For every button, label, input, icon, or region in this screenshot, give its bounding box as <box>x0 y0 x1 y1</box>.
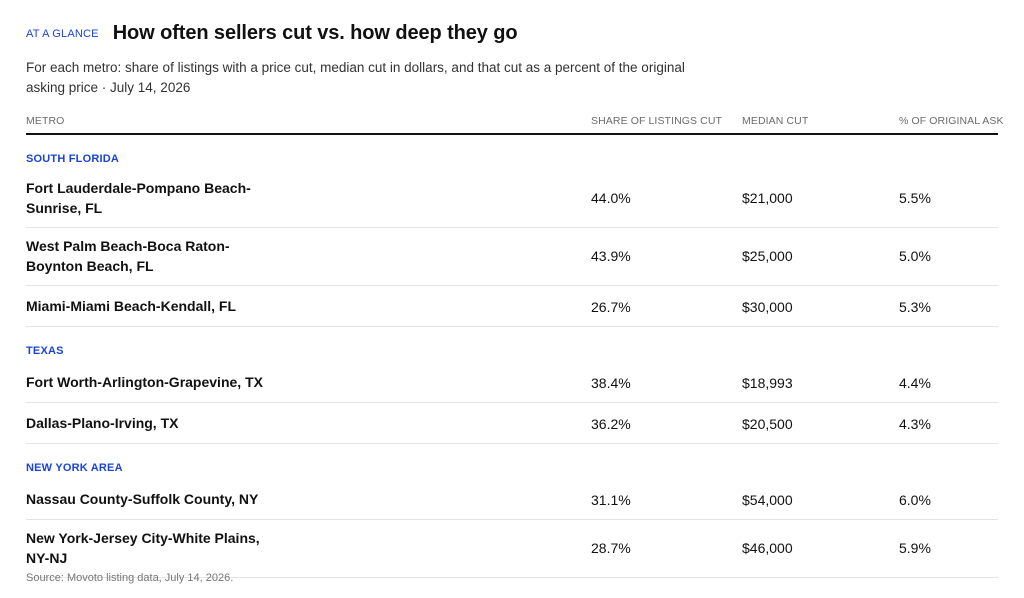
header: AT A GLANCE How often sellers cut vs. ho… <box>26 22 518 45</box>
median-cut-value: $20,500 <box>742 416 793 432</box>
data-table: METRO SHARE OF LISTINGS CUT MEDIAN CUT %… <box>26 110 1003 578</box>
group-label: SOUTH FLORIDA <box>26 153 120 165</box>
kicker-label: AT A GLANCE <box>26 28 99 40</box>
median-cut-value: $18,993 <box>742 375 793 391</box>
group-label: TEXAS <box>26 345 64 357</box>
median-cut-value: $54,000 <box>742 492 793 508</box>
column-header-share: SHARE OF LISTINGS CUT <box>591 115 723 127</box>
share-cut-value: 28.7% <box>591 540 631 556</box>
median-cut-value: $25,000 <box>742 248 793 264</box>
metro-name: Nassau County-Suffolk County, NY <box>26 491 259 507</box>
chart-title: How often sellers cut vs. how deep they … <box>112 22 518 44</box>
column-header-pct-original: % OF ORIGINAL ASK <box>899 115 1004 127</box>
table-row: Dallas-Plano-Irving, TX 36.2% $20,500 4.3% <box>26 403 998 444</box>
source-note: Source: Movoto listing data, July 14, 20… <box>26 572 234 584</box>
median-cut-value: $30,000 <box>742 299 793 315</box>
metro-name: West Palm Beach-Boca Raton-Boynton Beach… <box>26 238 230 274</box>
share-cut-value: 38.4% <box>591 375 631 391</box>
table-row: New York-Jersey City-White Plains, NY-NJ… <box>26 520 998 578</box>
table-row: Nassau County-Suffolk County, NY 31.1% $54… <box>26 479 998 520</box>
pct-original-value: 5.5% <box>899 190 931 206</box>
pct-original-value: 4.4% <box>899 375 931 391</box>
share-cut-value: 43.9% <box>591 248 631 264</box>
metro-name: Miami-Miami Beach-Kendall, FL <box>26 298 237 314</box>
pct-original-value: 5.3% <box>899 299 931 315</box>
median-cut-value: $46,000 <box>742 540 793 556</box>
share-cut-value: 26.7% <box>591 299 631 315</box>
column-header-metro: METRO <box>26 115 65 127</box>
pct-original-value: 5.0% <box>899 248 931 264</box>
column-header-median-cut: MEDIAN CUT <box>742 115 809 127</box>
pct-original-value: 6.0% <box>899 492 931 508</box>
table-row: Fort Lauderdale-Pompano Beach-Sunrise, F… <box>26 170 998 228</box>
metro-name: Fort Worth-Arlington-Grapevine, TX <box>26 374 263 390</box>
table-header: METRO SHARE OF LISTINGS CUT MEDIAN CUT %… <box>26 110 1003 135</box>
chart-subtitle: For each metro: share of listings with a… <box>26 60 685 95</box>
share-cut-value: 31.1% <box>591 492 631 508</box>
share-cut-value: 44.0% <box>591 190 631 206</box>
pct-original-value: 4.3% <box>899 416 931 432</box>
pct-original-value: 5.9% <box>899 540 931 556</box>
table-row: Fort Worth-Arlington-Grapevine, TX 38.4% $… <box>26 362 998 403</box>
table-body: SOUTH FLORIDA Fort Lauderdale-Pompano Bea… <box>26 135 998 578</box>
median-cut-value: $21,000 <box>742 190 793 206</box>
metro-name: New York-Jersey City-White Plains, NY-NJ <box>26 530 260 566</box>
table-row: Miami-Miami Beach-Kendall, FL 26.7% $30,00… <box>26 286 998 327</box>
table-row: West Palm Beach-Boca Raton-Boynton Beach… <box>26 228 998 286</box>
group-label: NEW YORK AREA <box>26 462 123 474</box>
metro-name: Dallas-Plano-Irving, TX <box>26 415 179 431</box>
metro-name: Fort Lauderdale-Pompano Beach-Sunrise, F… <box>26 180 251 216</box>
share-cut-value: 36.2% <box>591 416 631 432</box>
